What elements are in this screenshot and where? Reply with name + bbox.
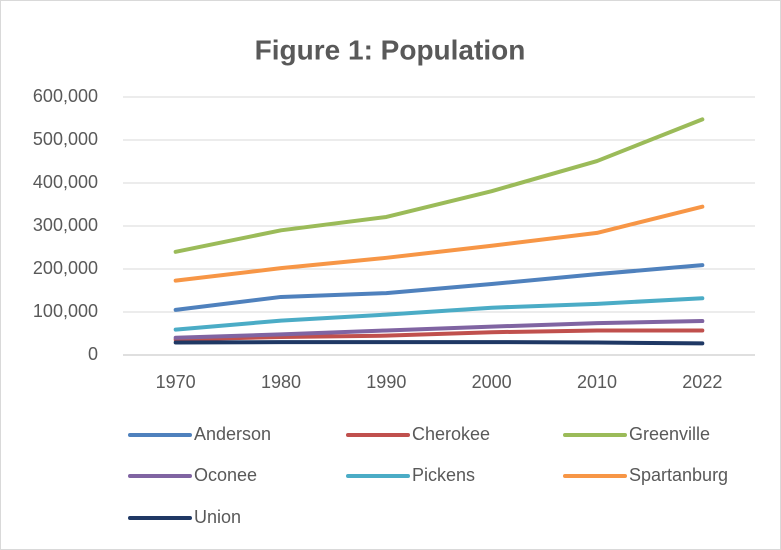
y-tick-label: 300,000 — [33, 215, 98, 235]
y-tick-label: 100,000 — [33, 301, 98, 321]
y-tick-label: 600,000 — [33, 86, 98, 106]
x-tick-label: 1970 — [156, 372, 196, 392]
x-tick-label: 1990 — [366, 372, 406, 392]
x-tick-label: 2022 — [682, 372, 722, 392]
series-line — [173, 296, 705, 332]
series-line — [173, 328, 705, 342]
legend-label: Anderson — [194, 424, 271, 444]
series-line — [173, 263, 705, 312]
series-line — [173, 204, 705, 283]
x-tick-label: 2000 — [472, 372, 512, 392]
legend-label: Union — [194, 507, 241, 527]
y-tick-label: 400,000 — [33, 172, 98, 192]
y-tick-label: 0 — [88, 344, 98, 364]
legend-label: Cherokee — [412, 424, 490, 444]
series-line — [173, 340, 705, 346]
x-tick-label: 2010 — [577, 372, 617, 392]
legend-label: Spartanburg — [629, 465, 728, 485]
legend-label: Greenville — [629, 424, 710, 444]
x-tick-label: 1980 — [261, 372, 301, 392]
legend-label: Pickens — [412, 465, 475, 485]
y-tick-label: 500,000 — [33, 129, 98, 149]
series-line — [173, 117, 705, 254]
legend-label: Oconee — [194, 465, 257, 485]
y-tick-label: 200,000 — [33, 258, 98, 278]
series-line — [173, 319, 705, 340]
chart-title: Figure 1: Population — [255, 34, 526, 65]
